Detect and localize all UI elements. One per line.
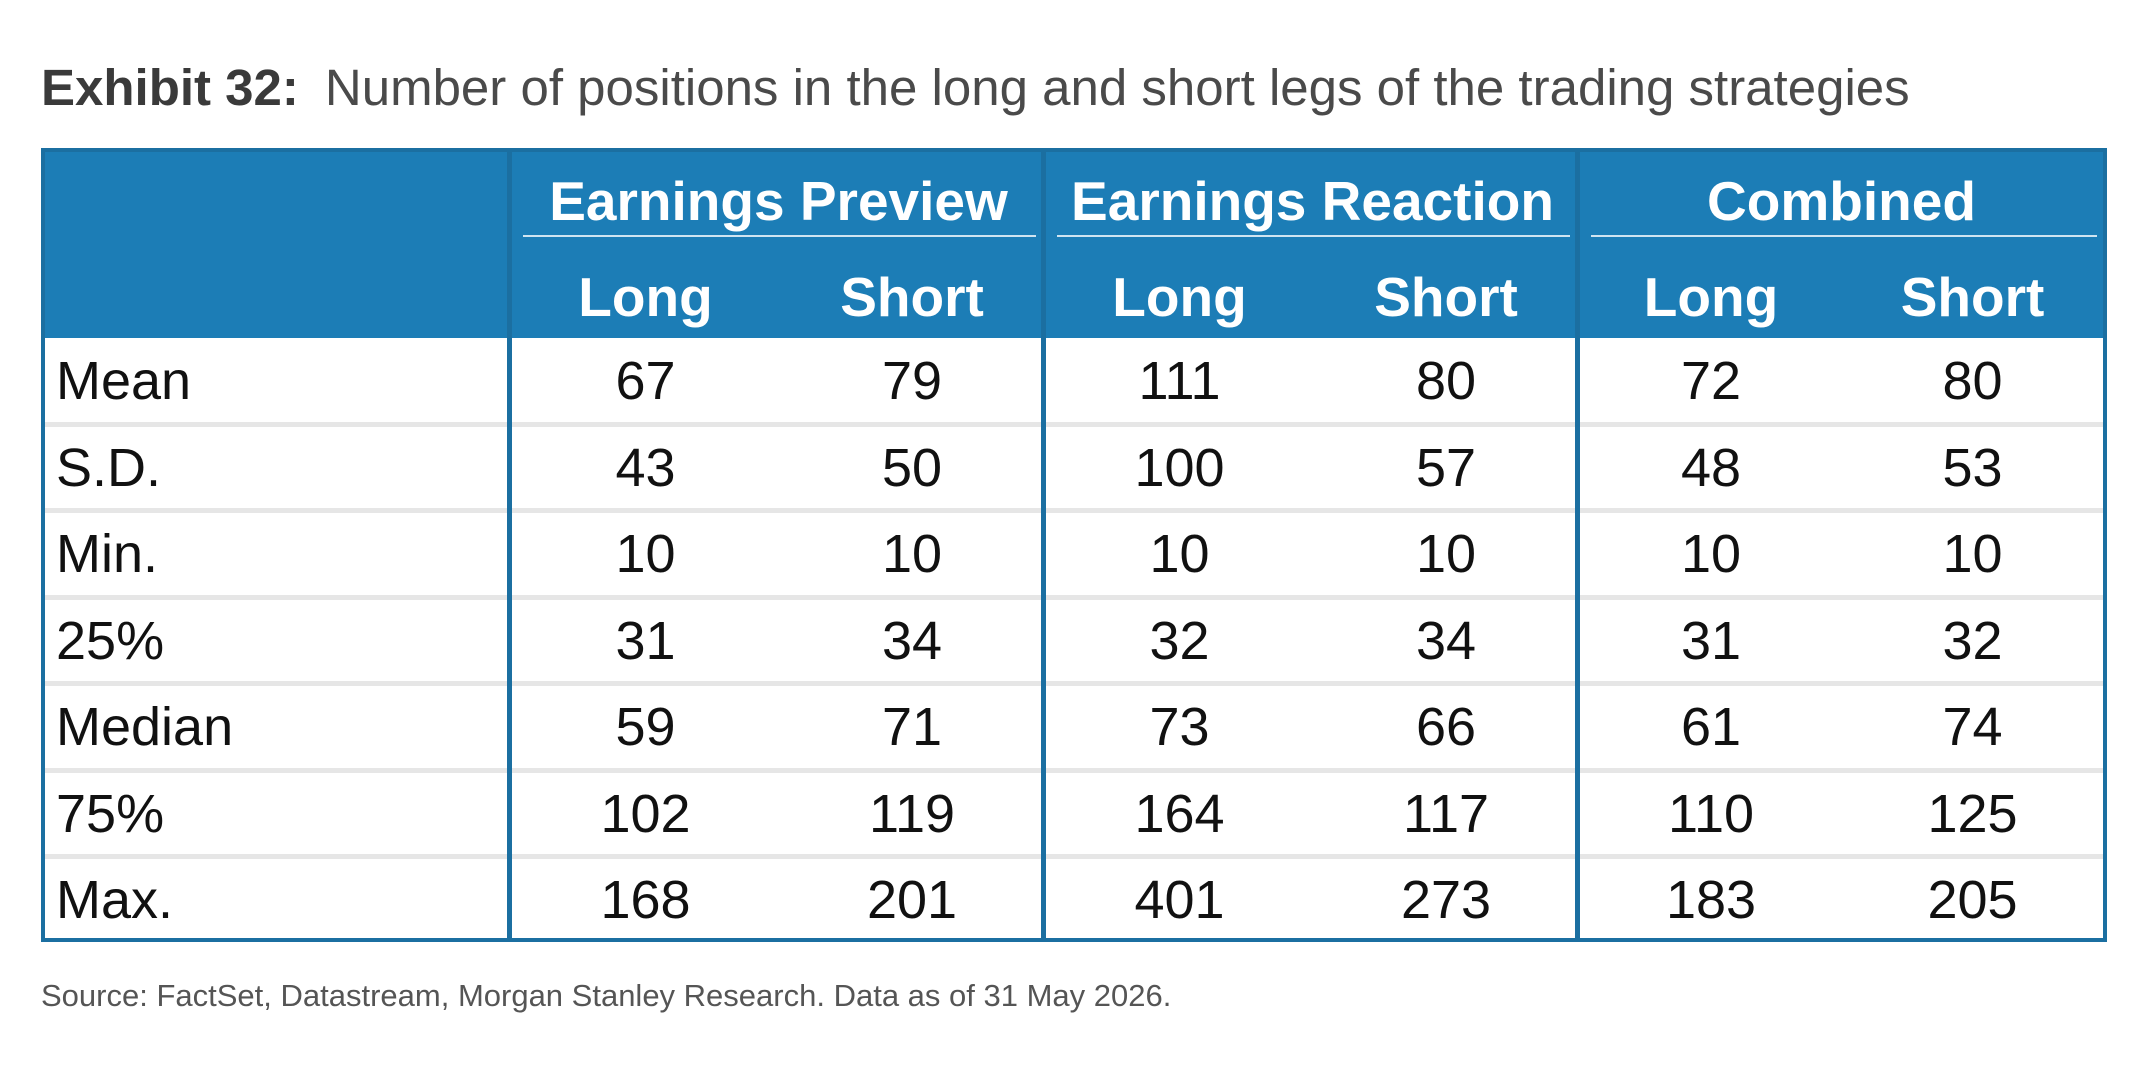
table-cell: 59 (615, 697, 676, 757)
row-label: Median (56, 697, 234, 757)
column-header-reaction-short: Short (1374, 266, 1518, 328)
table-row: Max. 168 201 401 273 183 205 (45, 857, 2103, 943)
row-label: Min. (56, 524, 159, 584)
table-cell: 66 (1415, 697, 1477, 757)
group-underline (1591, 235, 2097, 237)
row-label: 25% (56, 610, 165, 671)
row-label: S.D. (56, 437, 162, 498)
table-cell: 100 (1134, 437, 1225, 498)
column-header-combined-long: Long (1643, 266, 1779, 328)
exhibit-title: Exhibit 32: Number of positions in the lo… (41, 52, 1910, 124)
table-cell: 34 (881, 610, 943, 671)
table-cell: 117 (1402, 783, 1490, 844)
table-row: 25% 31 34 32 34 31 32 (45, 598, 2103, 684)
table-row: Median 59 71 73 66 61 74 (45, 684, 2103, 770)
table-cell: 10 (1680, 524, 1742, 584)
row-separator (45, 681, 2103, 686)
group-underline (1057, 235, 1570, 237)
table-cell: 61 (1680, 697, 1742, 757)
table-cell: 48 (1680, 437, 1742, 498)
table-cell: 50 (881, 437, 943, 498)
table-cell: 119 (868, 783, 956, 844)
table-cell: 32 (1149, 610, 1210, 671)
table-row: Min. 10 10 10 10 10 10 (45, 511, 2103, 597)
exhibit-caption: Number of positions in the long and shor… (324, 59, 1910, 116)
table-header: Earnings Preview Earnings Reaction Combi… (45, 152, 2103, 338)
exhibit-number: Exhibit 32: (41, 59, 299, 116)
table-cell: 57 (1415, 437, 1477, 498)
table-cell: 31 (1680, 610, 1742, 671)
statistics-table: Earnings Preview Earnings Reaction Combi… (41, 148, 2107, 942)
table-cell: 125 (1927, 783, 2018, 844)
table-cell: 110 (1667, 783, 1755, 844)
table-cell: 401 (1134, 870, 1225, 930)
table-cell: 111 (1138, 351, 1221, 411)
source-note: Source: FactSet, Datastream, Morgan Stan… (41, 978, 1172, 1013)
table-cell: 74 (1942, 697, 2003, 757)
column-header-reaction-long: Long (1112, 266, 1247, 328)
table-cell: 102 (600, 783, 691, 844)
table-row: S.D. 43 50 100 57 48 53 (45, 425, 2103, 511)
row-label: Max. (56, 870, 174, 930)
table-cell: 32 (1942, 610, 2003, 671)
table-cell: 80 (1942, 351, 2003, 411)
column-header-preview-long: Long (578, 266, 713, 328)
column-header-preview-short: Short (840, 266, 984, 328)
table-cell: 10 (1415, 524, 1477, 584)
table-cell: 71 (881, 697, 943, 757)
row-label: Mean (56, 351, 192, 411)
table-cell: 201 (866, 870, 958, 930)
column-divider (507, 152, 512, 938)
group-underline (523, 235, 1036, 237)
column-divider (1575, 152, 1580, 938)
table-cell: 43 (615, 437, 676, 498)
row-separator (45, 594, 2103, 600)
table-cell: 10 (1942, 524, 2003, 584)
row-separator (45, 854, 2103, 859)
table-cell: 10 (1149, 524, 1210, 584)
table-cell: 73 (1149, 697, 1210, 757)
row-separator (45, 508, 2103, 513)
row-label: 75% (56, 783, 165, 844)
table-row: Mean 67 79 111 80 72 80 (45, 338, 2103, 424)
table-cell: 31 (615, 610, 676, 671)
table-cell: 67 (615, 351, 676, 411)
group-header-combined: Combined (1707, 170, 1976, 232)
table-cell: 183 (1665, 870, 1757, 930)
column-header-combined-short: Short (1900, 266, 2045, 328)
table-cell: 53 (1942, 437, 2003, 498)
column-divider (1041, 152, 1046, 938)
table-cell: 72 (1680, 351, 1742, 411)
table-cell: 205 (1927, 870, 2018, 930)
group-header-earnings-reaction: Earnings Reaction (1071, 170, 1554, 232)
table-cell: 168 (600, 870, 691, 930)
table-cell: 10 (881, 524, 943, 584)
group-header-earnings-preview: Earnings Preview (549, 170, 1008, 232)
row-separator (45, 421, 2103, 427)
table-cell: 34 (1415, 610, 1477, 671)
table-cell: 80 (1415, 351, 1477, 411)
table-cell: 10 (615, 524, 676, 584)
table-row: 75% 102 119 164 117 110 125 (45, 771, 2103, 857)
row-separator (45, 767, 2103, 773)
table-cell: 164 (1134, 783, 1225, 844)
table-cell: 273 (1400, 870, 1492, 930)
table-cell: 79 (881, 351, 943, 411)
